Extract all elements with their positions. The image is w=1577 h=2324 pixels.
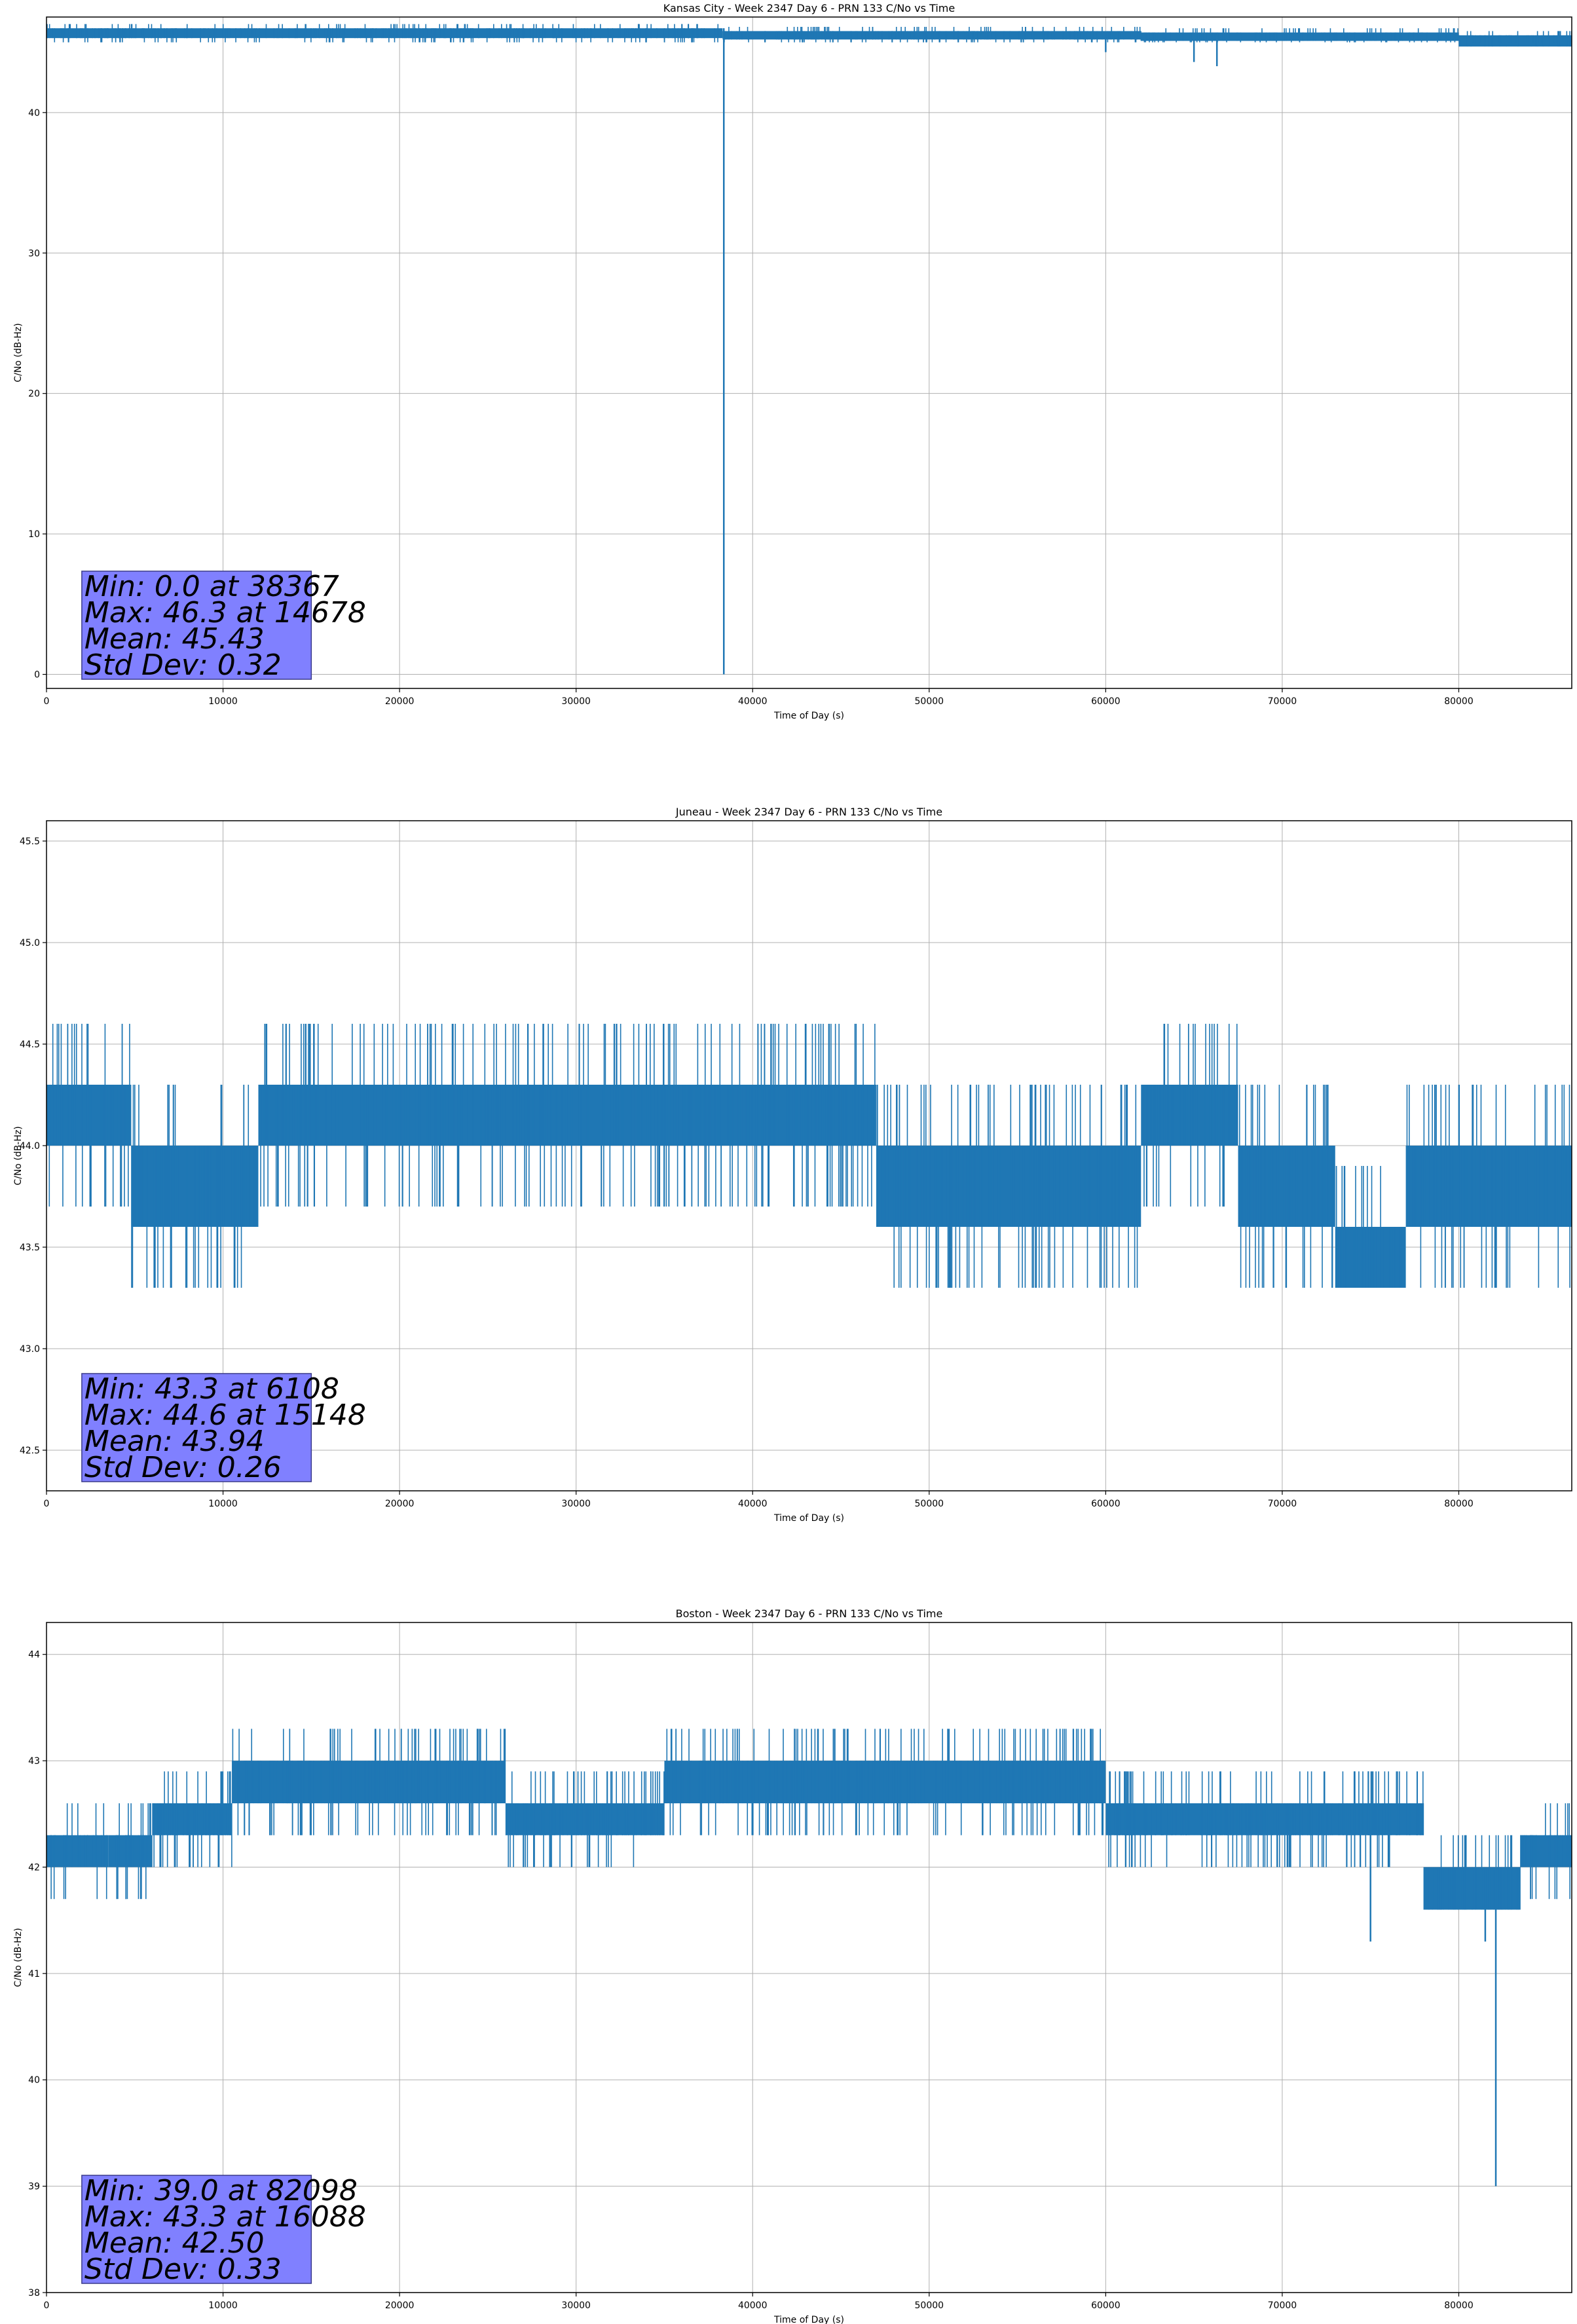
band-segment (46, 28, 723, 39)
plot-frame (46, 16, 1572, 689)
y-tick-label: 20 (28, 389, 40, 400)
x-axis-label: Time of Day (s) (773, 2315, 844, 2324)
x-tick-label: 60000 (1091, 1499, 1121, 1509)
x-tick-label: 50000 (915, 696, 944, 707)
x-tick-label: 40000 (738, 2300, 768, 2311)
y-tick-label: 42.5 (20, 1446, 40, 1456)
band-segment (258, 1085, 876, 1146)
x-tick-label: 20000 (385, 696, 415, 707)
y-tick-label: 41 (28, 1969, 40, 1979)
y-axis-label: C/No (dB-Hz) (13, 323, 24, 382)
y-tick-label: 40 (28, 108, 40, 119)
x-tick-label: 0 (44, 2300, 50, 2311)
stats-box-background (81, 1373, 312, 1482)
stats-line: Max: 46.3 at 14678 (84, 596, 366, 629)
stats-line: Std Dev: 0.26 (84, 1451, 282, 1484)
y-tick-label: 39 (28, 2182, 40, 2192)
chart-title: Kansas City - Week 2347 Day 6 - PRN 133 … (663, 2, 955, 14)
y-tick-label: 43.5 (20, 1243, 40, 1253)
x-tick-label: 30000 (561, 1499, 591, 1509)
stats-line: Mean: 45.43 (84, 622, 265, 656)
x-tick-label: 0 (44, 696, 50, 707)
stats-line: Min: 0.0 at 38367 (84, 570, 339, 603)
x-axis-label: Time of Day (s) (773, 711, 844, 721)
stats-line: Mean: 42.50 (84, 2226, 265, 2260)
band-segment (1458, 1146, 1572, 1227)
band-segment (1520, 1835, 1572, 1867)
x-tick-label: 30000 (561, 2300, 591, 2311)
x-tick-label: 70000 (1268, 696, 1297, 707)
y-tick-label: 43 (28, 1756, 40, 1767)
x-tick-label: 40000 (738, 696, 768, 707)
chart-panel-2: Boston - Week 2347 Day 6 - PRN 133 C/No … (13, 1607, 1572, 2324)
x-tick-label: 50000 (915, 2300, 944, 2311)
x-tick-label: 80000 (1444, 2300, 1474, 2311)
y-axis-label: C/No (dB-Hz) (13, 1928, 24, 1987)
y-tick-label: 10 (28, 529, 40, 540)
x-tick-label: 10000 (208, 696, 238, 707)
stats-line: Min: 43.3 at 6108 (84, 1372, 339, 1406)
y-tick-label: 43.0 (20, 1344, 40, 1355)
chart-title: Juneau - Week 2347 Day 6 - PRN 133 C/No … (675, 806, 942, 818)
x-tick-label: 0 (44, 1499, 50, 1509)
band-segment (1141, 1085, 1238, 1146)
x-tick-label: 80000 (1444, 1499, 1474, 1509)
x-tick-label: 70000 (1268, 2300, 1297, 2311)
stats-line: Max: 44.6 at 15148 (84, 1398, 366, 1432)
chart-panel-1: Juneau - Week 2347 Day 6 - PRN 133 C/No … (13, 806, 1572, 1524)
x-tick-label: 80000 (1444, 696, 1474, 707)
x-tick-label: 30000 (561, 696, 591, 707)
band-segment (108, 1835, 153, 1867)
y-tick-label: 42 (28, 1862, 40, 1873)
x-axis-label: Time of Day (s) (773, 1513, 844, 1524)
stats-box-background (81, 571, 312, 680)
y-tick-label: 44 (28, 1650, 40, 1660)
stats-line: Std Dev: 0.32 (84, 648, 282, 682)
x-tick-label: 40000 (738, 1499, 768, 1509)
chart-panel-0: Kansas City - Week 2347 Day 6 - PRN 133 … (13, 2, 1572, 721)
y-tick-label: 45.5 (20, 836, 40, 847)
stats-line: Mean: 43.94 (84, 1425, 265, 1458)
x-tick-label: 70000 (1268, 1499, 1297, 1509)
chart-title: Boston - Week 2347 Day 6 - PRN 133 C/No … (676, 1607, 943, 1620)
data-series (46, 1024, 1572, 1288)
y-tick-label: 38 (28, 2288, 40, 2298)
x-tick-label: 50000 (915, 1499, 944, 1509)
y-tick-label: 45.0 (20, 938, 40, 948)
x-tick-label: 20000 (385, 2300, 415, 2311)
y-tick-label: 0 (34, 670, 40, 681)
y-axis-label: C/No (dB-Hz) (13, 1126, 24, 1185)
y-tick-label: 30 (28, 248, 40, 259)
stats-box-background (81, 2175, 312, 2284)
x-tick-label: 20000 (385, 1499, 415, 1509)
plot-frame (46, 820, 1572, 1491)
plot-frame (46, 1622, 1572, 2293)
stats-line: Max: 43.3 at 16088 (84, 2200, 366, 2234)
data-series (46, 1729, 1572, 2186)
stats-line: Min: 39.0 at 82098 (84, 2174, 358, 2207)
x-tick-label: 60000 (1091, 2300, 1121, 2311)
y-tick-label: 40 (28, 2075, 40, 2086)
x-tick-label: 10000 (208, 1499, 238, 1509)
x-tick-label: 10000 (208, 2300, 238, 2311)
y-tick-label: 44.5 (20, 1040, 40, 1050)
stats-line: Std Dev: 0.33 (84, 2253, 282, 2286)
y-tick-label: 44.0 (20, 1141, 40, 1152)
x-tick-label: 60000 (1091, 696, 1121, 707)
